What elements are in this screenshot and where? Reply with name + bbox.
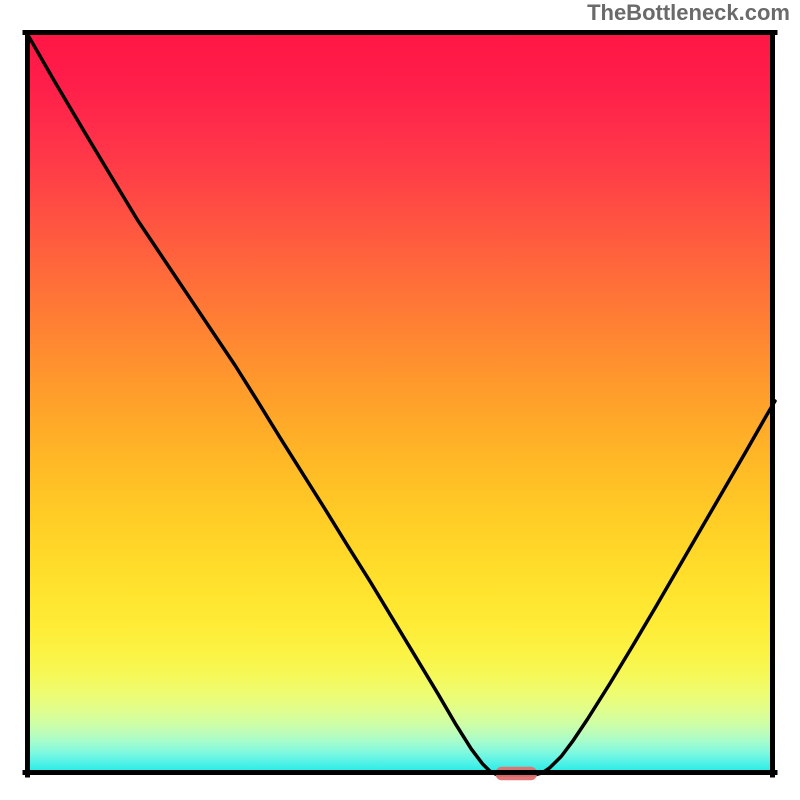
bottleneck-curve-chart <box>0 30 800 800</box>
gradient-background <box>25 30 775 775</box>
page-root: TheBottleneck.com <box>0 0 800 800</box>
chart-svg <box>0 30 800 800</box>
watermark-text: TheBottleneck.com <box>587 0 790 26</box>
